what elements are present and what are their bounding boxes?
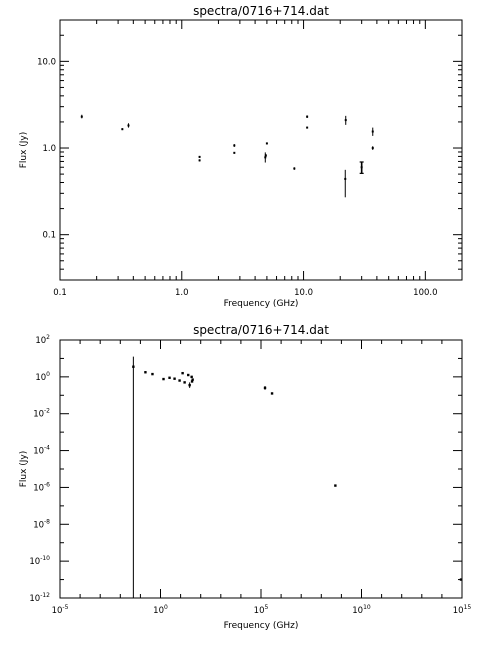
bottom-data-point	[168, 376, 171, 379]
bottom-y-tick-label: 102	[35, 334, 50, 346]
bottom-data-point	[144, 371, 147, 374]
bottom-x-axis-label: Frequency (GHz)	[224, 621, 299, 631]
top-data-point	[198, 159, 201, 162]
bottom-data-point	[190, 375, 193, 379]
bottom-data-point	[270, 392, 274, 395]
bottom-plot-frame	[59, 339, 463, 599]
top-data-point	[233, 144, 236, 147]
top-data-point	[371, 147, 374, 150]
bottom-y-tick-label: 10-10	[29, 555, 50, 567]
top-data-point	[80, 115, 83, 118]
bottom-spectrum-panel: spectra/0716+714.dat 10-5 100 105 1010 10151…	[19, 323, 471, 631]
top-chart-title: spectra/0716+714.dat	[193, 4, 329, 18]
bottom-data-point	[162, 377, 165, 381]
top-y-axis-label: Flux (Jy)	[19, 132, 29, 169]
top-data-point	[264, 154, 267, 157]
bottom-data-point	[181, 371, 184, 375]
bottom-y-tick-label: 10-2	[33, 408, 50, 420]
top-data-point	[121, 128, 124, 131]
bottom-data-point	[187, 373, 190, 377]
bottom-y-tick-label: 100	[35, 371, 50, 383]
top-x-tick-label: 0.1	[53, 288, 67, 298]
top-data-point	[344, 177, 347, 180]
bottom-x-tick-label: 1010	[352, 604, 371, 616]
bottom-data-point	[459, 578, 463, 581]
bottom-chart-title: spectra/0716+714.dat	[193, 323, 329, 337]
bottom-x-tick-label: 1015	[453, 604, 472, 616]
top-plot-frame	[59, 19, 463, 281]
bottom-y-tick-label: 10-12	[29, 592, 50, 604]
bottom-data-point	[263, 386, 267, 390]
top-data-point	[306, 126, 309, 129]
bottom-data-points	[132, 356, 463, 598]
top-data-point	[264, 156, 267, 159]
top-y-tick-label: 10.0	[37, 57, 56, 67]
top-spectrum-panel: spectra/0716+714.dat 0.1 1.0 10.0 100.0 0.1 1…	[19, 4, 463, 309]
bottom-data-point	[190, 380, 194, 383]
top-x-tick-label: 100.0	[413, 288, 437, 298]
bottom-axes-ticks: 10-5 100 105 1010 1015 102 100 10-2 10-4 10-6 10-8…	[29, 334, 471, 616]
top-y-tick-label: 0.1	[42, 231, 56, 241]
bottom-data-point	[151, 372, 154, 376]
top-data-point	[293, 167, 296, 170]
top-x-tick-label: 10.0	[294, 288, 313, 298]
bottom-data-point	[132, 365, 135, 368]
bottom-x-tick-label: 105	[254, 604, 269, 616]
bottom-data-point	[183, 381, 186, 384]
bottom-data-point	[191, 378, 194, 381]
top-axes-ticks: 0.1 1.0 10.0 100.0 0.1 1.0 10.0	[37, 20, 462, 298]
top-x-tick-label: 1.0	[175, 288, 189, 298]
bottom-x-tick-label: 10-5	[52, 604, 69, 616]
bottom-x-tick-label: 100	[153, 604, 168, 616]
top-data-points	[80, 114, 374, 198]
top-data-point	[127, 124, 130, 127]
top-data-point	[306, 115, 309, 118]
top-y-tick-label: 1.0	[42, 144, 56, 154]
bottom-data-point	[188, 383, 191, 387]
top-x-axis-label: Frequency (GHz)	[224, 299, 299, 309]
bottom-y-tick-label: 10-4	[33, 445, 50, 457]
bottom-data-point	[178, 379, 181, 382]
top-data-point	[265, 142, 268, 145]
bottom-y-axis-label: Flux (Jy)	[19, 451, 29, 488]
top-data-point	[344, 119, 347, 122]
bottom-data-point	[334, 484, 337, 487]
top-data-point	[198, 155, 201, 158]
bottom-y-tick-label: 10-8	[33, 518, 50, 530]
top-data-point	[233, 151, 236, 154]
bottom-y-tick-label: 10-6	[33, 481, 50, 493]
bottom-data-point	[173, 377, 176, 380]
top-data-point	[371, 130, 374, 133]
